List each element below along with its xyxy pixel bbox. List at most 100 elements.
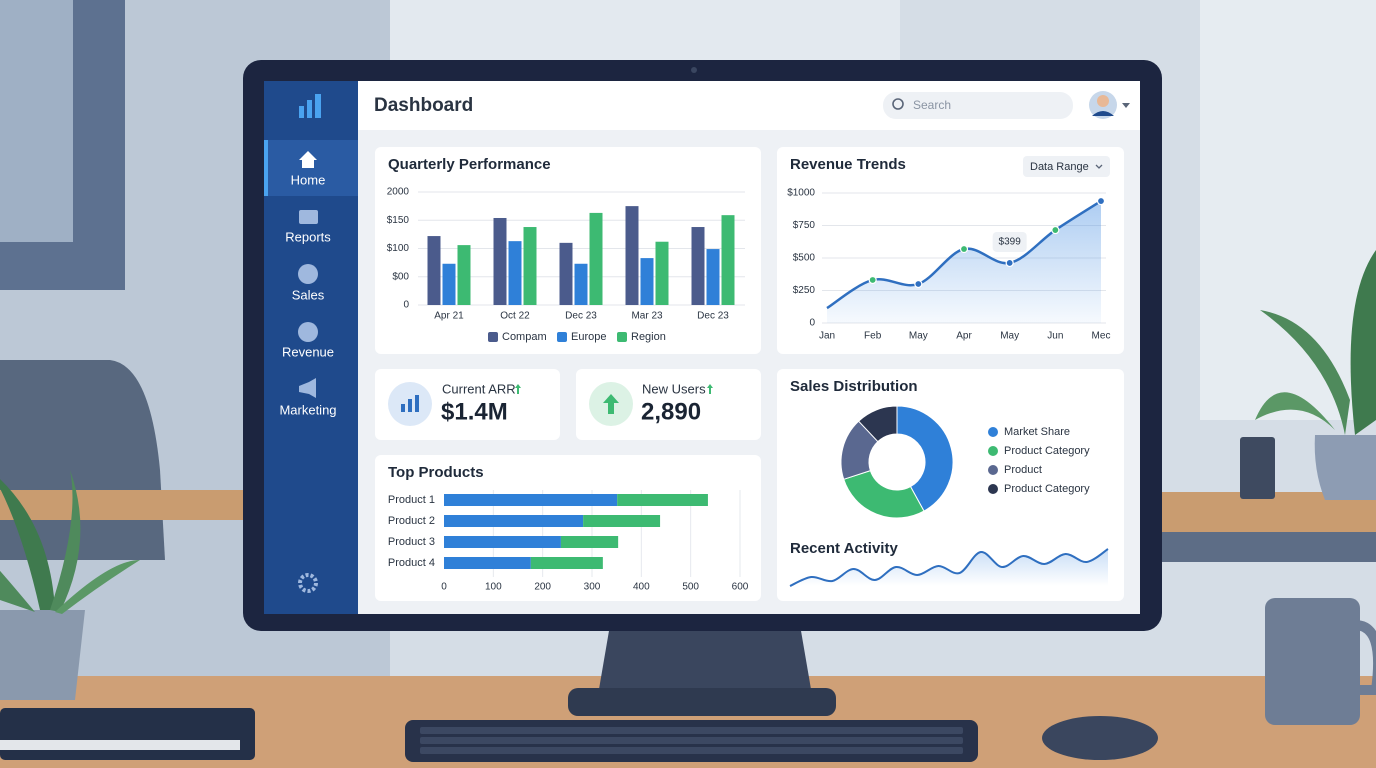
bar-segment [560,536,619,548]
leaf [1350,250,1376,435]
y-tick-label: 2000 [387,187,410,198]
search-icon [892,98,904,110]
bar-segment [444,536,561,548]
bar [721,215,735,305]
settings-icon[interactable] [298,573,318,593]
kpi-label: New Users [642,381,706,396]
legend-swatch [988,465,998,475]
pie-slice [896,405,954,512]
bar-segment [617,494,708,506]
x-tick-label: May [1000,331,1019,342]
home-icon[interactable] [299,151,317,168]
kpi-icon-arrow [603,394,619,414]
bar-segment [583,515,661,527]
bar-segment [530,557,603,569]
y-tick-label: $100 [387,243,410,254]
logo [299,94,321,118]
marketing-icon[interactable] [299,378,316,398]
legend-swatch [617,332,627,342]
kpi-value: $1.4M [441,398,508,425]
kpi-icon-bars [401,395,419,412]
nav-item[interactable]: Marketing [279,402,336,417]
avatar-face [1097,95,1109,107]
bar [493,217,507,305]
dropdown-label[interactable]: Data Range [1030,161,1089,173]
point [959,244,969,254]
avatar-body [1092,111,1114,116]
leaf [55,560,140,614]
y-tick-label: $150 [387,215,410,226]
nav-item[interactable]: Reports [285,229,331,244]
y-tick-label: 0 [403,300,409,311]
bar [523,227,537,305]
legend-label: Compam [502,331,547,343]
nav-item[interactable]: Home [291,172,326,187]
side-desk [0,490,250,520]
search-box[interactable] [883,92,1073,119]
search-placeholder[interactable]: Search [913,98,951,112]
x-tick-label: Apr 21 [434,311,464,322]
leaf [1255,392,1335,430]
y-tick-label: $00 [392,271,409,282]
legend-label: Product [1004,464,1042,476]
nav-item[interactable]: Sales [292,287,325,302]
bar [508,241,522,305]
pie-slice [857,405,898,443]
kpi-value: 2,890 [641,398,701,425]
point [914,279,923,289]
y-tick-label: $1000 [787,188,815,199]
notebook [0,708,255,760]
bar-segment [444,515,584,527]
x-tick-label: 200 [534,582,551,593]
point [1051,225,1060,235]
x-tick-label: Mec [1092,331,1111,342]
y-tick-label: Product 1 [388,494,435,506]
sales-icon[interactable] [298,264,318,284]
y-tick-label: $250 [793,285,816,296]
nav-item[interactable]: Revenue [282,344,334,359]
bar-segment [444,557,531,569]
legend-swatch [988,484,998,494]
monitor-base [568,688,836,716]
legend-swatch [988,427,998,437]
bar [655,241,669,305]
x-tick-label: Jun [1047,331,1063,342]
card-title: Top Products [388,464,484,481]
legend-label: Product Category [1004,483,1090,495]
leaf [0,570,35,612]
bar [691,227,705,305]
caret[interactable] [1122,103,1130,108]
x-tick-label: Oct 22 [500,311,530,322]
bar [574,263,588,305]
y-tick-label: $750 [793,220,816,231]
camera [691,67,697,73]
reports-icon[interactable] [299,210,318,224]
point [868,275,877,285]
bar [589,212,603,305]
nav-indicator [264,140,268,196]
mug-handle [1354,620,1376,695]
annotation-box [992,231,1027,252]
x-tick-label: Dec 23 [565,311,597,322]
page-title: Dashboard [374,95,473,116]
legend-swatch [557,332,567,342]
revenue-icon[interactable] [298,322,318,342]
mug [1265,598,1360,725]
dropdown-caret [1095,164,1103,169]
x-tick-label: Apr [956,331,972,342]
x-tick-label: 400 [633,582,650,593]
legend-swatch [988,446,998,456]
x-tick-label: 300 [584,582,601,593]
dropdown[interactable] [1023,156,1110,177]
up-arrow [515,384,521,394]
monitor-neck [598,625,812,695]
pot-left [0,610,85,700]
annotation: $399 [999,237,1022,248]
bar-segment [444,494,618,506]
window-right [1200,0,1376,420]
x-tick-label: Jan [819,331,835,342]
frame-inner [0,0,73,242]
area [827,201,1101,323]
x-tick-label: 500 [682,582,699,593]
x-tick-label: Mar 23 [631,311,663,322]
